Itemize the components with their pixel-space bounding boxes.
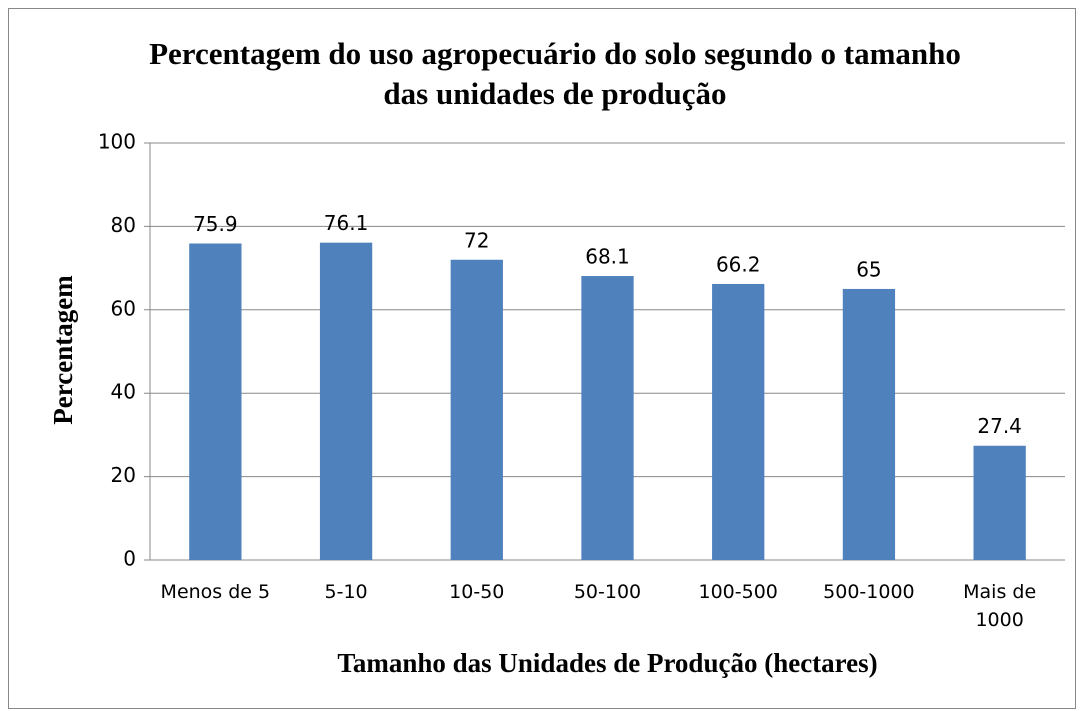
bar	[973, 445, 1026, 560]
chart-title: Percentagem do uso agropecuário do solo …	[149, 36, 961, 111]
y-tick-label: 100	[98, 130, 136, 154]
y-axis-label: Percentagem	[48, 275, 78, 425]
y-tick-label: 20	[111, 463, 136, 487]
value-label: 75.9	[193, 212, 238, 236]
value-label: 72	[464, 228, 489, 252]
x-tick-label: Mais de 1000	[963, 581, 1037, 631]
value-label: 66.2	[716, 252, 761, 276]
x-tick-label: 50-100	[573, 581, 642, 603]
y-tick-label: 80	[111, 213, 136, 237]
y-tick-label: 60	[111, 296, 136, 320]
x-tick-label: 100-500	[698, 581, 778, 603]
bar	[842, 288, 896, 560]
bar	[450, 259, 503, 560]
value-label: 27.4	[977, 414, 1022, 438]
frame	[8, 8, 1076, 709]
bar	[712, 283, 765, 560]
x-axis-label: Tamanho das Unidades de Produção (hectar…	[337, 648, 878, 678]
bar	[189, 243, 242, 560]
x-tick-label: Menos de 5	[160, 581, 271, 603]
value-label: 65	[856, 257, 881, 281]
bar	[581, 276, 634, 560]
value-label: 76.1	[324, 211, 369, 235]
value-label: 68.1	[585, 245, 630, 269]
bar	[319, 242, 373, 560]
y-tick-label: 40	[111, 380, 136, 404]
x-tick-label: 10-50	[449, 581, 505, 603]
y-tick-label: 0	[123, 547, 136, 571]
x-tick-label: 5-10	[324, 581, 368, 603]
x-tick-label: 500-1000	[823, 581, 915, 603]
